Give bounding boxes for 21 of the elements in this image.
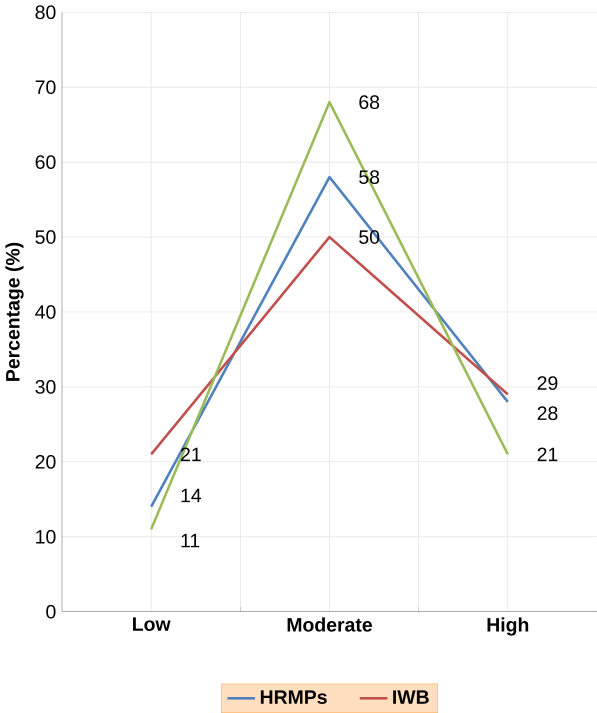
data-label: 28: [538, 406, 558, 420]
y-tick-label: 10: [36, 530, 56, 544]
data-label: 11: [181, 534, 200, 548]
legend-label: HRMPs: [260, 690, 327, 704]
data-label: 29: [538, 376, 558, 390]
data-label: 21: [538, 448, 558, 462]
y-tick-label: 20: [36, 454, 56, 469]
x-tick-label: Low: [132, 617, 170, 631]
y-tick-label: 30: [35, 380, 56, 394]
y-tick-label: 50: [35, 230, 56, 244]
y-tick-label: 70: [36, 80, 56, 94]
data-label: 68: [359, 95, 379, 110]
y-tick-label: 40: [35, 305, 56, 319]
y-tick-label: 60: [36, 155, 56, 169]
data-label: 14: [181, 488, 201, 502]
y-tick-label: 80: [35, 5, 56, 20]
x-tick-label: High: [487, 617, 528, 636]
y-tick-label: 0: [46, 604, 56, 619]
x-tick-label: Moderate: [287, 617, 372, 632]
y-axis-title: Percentage (%): [5, 242, 24, 381]
legend-label: IWB: [393, 690, 429, 704]
